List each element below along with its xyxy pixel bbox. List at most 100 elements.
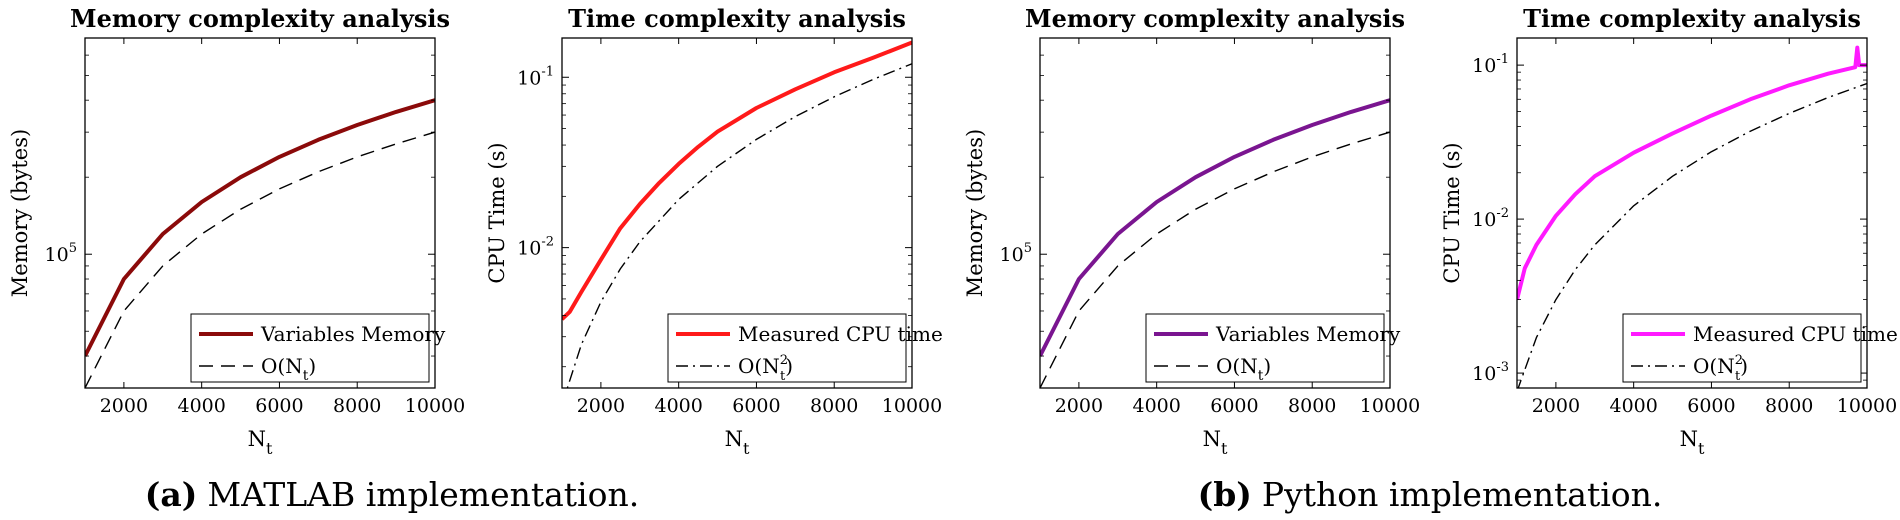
- x-tick-label: 8000: [810, 395, 858, 417]
- y-axis-label: Memory (bytes): [963, 129, 987, 297]
- x-tick-label: 4000: [1132, 395, 1180, 417]
- x-axis-label-subscript: t: [1698, 439, 1705, 458]
- chart-title: Time complexity analysis: [1523, 4, 1861, 33]
- y-axis-label: CPU Time (s): [1440, 142, 1464, 283]
- x-axis-label-main: N: [1680, 427, 1698, 451]
- legend-entry-1: Measured CPU time: [738, 322, 943, 346]
- x-tick-label: 2000: [577, 395, 625, 417]
- caption-b: (b) Python implementation.: [1198, 475, 1663, 514]
- legend-entry-superscript: 2: [780, 353, 788, 368]
- series-line-2: [85, 131, 435, 388]
- series-line-2: [1040, 131, 1390, 388]
- y-tick-label: 10-1: [1472, 52, 1509, 77]
- y-tick-exponent: 5: [69, 241, 77, 256]
- series-line-1: [562, 40, 912, 321]
- axes-box: [1039, 37, 1391, 389]
- axes-box: [84, 37, 436, 389]
- y-tick-exponent: -3: [1496, 360, 1509, 375]
- x-tick-label: 2000: [1055, 395, 1103, 417]
- x-tick-label: 4000: [1609, 395, 1657, 417]
- y-tick-exponent: 5: [1024, 241, 1032, 256]
- y-tick-label: 105: [1000, 241, 1032, 266]
- x-axis-label-main: N: [1203, 427, 1221, 451]
- x-axis-label-subscript: t: [743, 439, 750, 458]
- x-axis-label-subscript: t: [1221, 439, 1228, 458]
- series-line-1: [1040, 98, 1390, 357]
- legend-entry-main: O(N: [1693, 354, 1735, 378]
- legend-entry-subscript: t: [1735, 369, 1741, 384]
- legend-entry-2: O(Nt): [1216, 354, 1271, 384]
- y-tick-base: 10: [45, 244, 69, 266]
- x-axis-label-subscript: t: [266, 439, 273, 458]
- legend-entry-end: ): [1740, 354, 1748, 378]
- y-tick-label: 10-3: [1472, 360, 1509, 385]
- x-tick-label: 2000: [100, 395, 148, 417]
- legend-entry-1: Measured CPU time: [1693, 322, 1898, 346]
- y-axis-label: CPU Time (s): [485, 142, 509, 283]
- x-axis-label-main: N: [248, 427, 266, 451]
- x-tick-label: 8000: [1765, 395, 1813, 417]
- legend-entry-main: O(N: [1216, 354, 1258, 378]
- x-tick-label: 4000: [654, 395, 702, 417]
- x-tick-label: 6000: [1210, 395, 1258, 417]
- y-tick-label: 10-1: [517, 64, 554, 89]
- series-line-2: [566, 63, 912, 388]
- x-tick-label: 10000: [405, 395, 465, 417]
- y-tick-exponent: -2: [541, 235, 554, 250]
- y-tick-base: 10: [1472, 209, 1496, 231]
- plots-group: Memory complexity analysis 2000 4000 6000 80…: [8, 4, 1898, 458]
- x-tick-label: 6000: [1687, 395, 1735, 417]
- x-tick-label: 10000: [1837, 395, 1897, 417]
- caption-a-text: MATLAB implementation.: [207, 475, 639, 514]
- y-tick-base: 10: [1472, 55, 1496, 77]
- y-tick-base: 10: [517, 67, 541, 89]
- chart-2: Time complexity analysis 2000 4000 6000 8000…: [485, 4, 943, 458]
- x-tick-label: 6000: [732, 395, 780, 417]
- chart-3: Memory complexity analysis 2000 4000 6000 80…: [963, 4, 1420, 458]
- x-axis-label: Nt: [725, 427, 750, 458]
- y-tick-label: 10-2: [1472, 206, 1509, 231]
- legend-entry-end: ): [308, 354, 316, 378]
- series-line-1: [1517, 45, 1867, 301]
- x-axis-label: Nt: [1203, 427, 1228, 458]
- legend-entry-end: ): [1263, 354, 1271, 378]
- legend-box: [190, 313, 430, 383]
- legend-box: [1622, 313, 1862, 383]
- x-axis-label: Nt: [248, 427, 273, 458]
- x-tick-label: 10000: [1360, 395, 1420, 417]
- caption-b-text: Python implementation.: [1262, 475, 1662, 514]
- legend: Measured CPU time O(N2 t): [667, 313, 943, 384]
- legend-entry-subscript: t: [303, 368, 309, 384]
- x-axis-label: Nt: [1680, 427, 1705, 458]
- x-tick-label: 10000: [882, 395, 942, 417]
- series-line-2: [1517, 82, 1867, 388]
- legend-box: [667, 313, 907, 383]
- legend-box: [1145, 313, 1385, 383]
- y-tick-exponent: -1: [541, 64, 554, 79]
- caption-a-label: (a): [145, 475, 198, 514]
- legend-entry-superscript: 2: [1735, 353, 1743, 368]
- x-tick-label: 6000: [255, 395, 303, 417]
- y-tick-base: 10: [1472, 363, 1496, 385]
- x-tick-label: 8000: [1288, 395, 1336, 417]
- chart-title: Time complexity analysis: [568, 4, 906, 33]
- x-tick-label: 4000: [177, 395, 225, 417]
- legend: Variables Memory O(Nt): [1145, 313, 1401, 384]
- legend-entry-main: O(N: [261, 354, 303, 378]
- legend-entry-main: O(N: [738, 354, 780, 378]
- legend-entry-2: O(Nt): [261, 354, 316, 384]
- legend-entry-1: Variables Memory: [260, 322, 446, 346]
- x-tick-label: 8000: [333, 395, 381, 417]
- series-line-1: [85, 98, 435, 357]
- legend-entry-2: O(N2 t): [738, 353, 793, 384]
- x-axis-label-main: N: [725, 427, 743, 451]
- y-axis-label: Memory (bytes): [8, 129, 32, 297]
- chart-4: Time complexity analysis 2000 4000 6000 8000…: [1440, 4, 1898, 458]
- legend-entry-end: ): [785, 354, 793, 378]
- legend: Variables Memory O(Nt): [190, 313, 446, 384]
- chart-1: Memory complexity analysis 2000 4000 6000 80…: [8, 4, 465, 458]
- axes-box: [1516, 37, 1868, 389]
- caption-a: (a) MATLAB implementation.: [145, 475, 639, 514]
- y-tick-exponent: -1: [1496, 52, 1509, 67]
